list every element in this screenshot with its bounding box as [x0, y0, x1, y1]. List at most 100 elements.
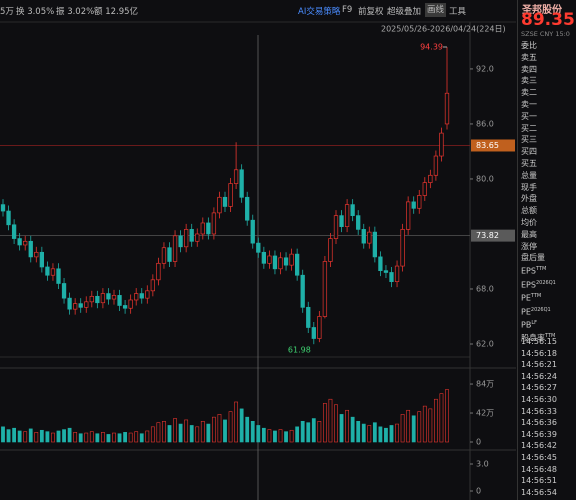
menu-item[interactable]: 前复权 — [358, 7, 384, 17]
candle-body — [333, 215, 339, 239]
quote-row-label: 卖二 — [521, 88, 537, 98]
volume-bar — [311, 418, 316, 443]
volume-bar — [134, 431, 139, 443]
candle-body — [84, 301, 89, 308]
candle-body — [295, 253, 300, 276]
quote-row-label: 股息率TTM — [521, 331, 556, 344]
date-range: 2025/05/26-2026/04/24(224日) — [381, 25, 506, 34]
volume-tick-label: 42万 — [476, 409, 494, 418]
volume-tick-label: 84万 — [476, 380, 494, 389]
tick-time: 14:56:15 — [521, 337, 557, 346]
volume-bar — [317, 420, 322, 443]
tick-time: 14:56:18 — [521, 348, 557, 358]
volume-bar — [395, 423, 399, 443]
volume-bar — [350, 416, 355, 443]
quote-row-label: 卖五 — [521, 52, 537, 62]
tick-times: 14:56:15 14:56:18 14:56:21 14:56:24 14:56:27… — [521, 336, 557, 498]
volume-bar — [128, 432, 133, 443]
quote-row-label: 委比 — [521, 41, 537, 50]
candle-body — [406, 201, 411, 230]
volume-bar — [411, 415, 416, 443]
candle-body — [72, 303, 78, 310]
menu-item[interactable]: AI交易策略 — [298, 7, 341, 17]
candle-body — [367, 231, 372, 244]
volume-bar — [328, 398, 333, 443]
candle-body — [134, 293, 139, 301]
candle-body — [167, 247, 172, 262]
row-label-sup: 2026Q1 — [530, 306, 551, 313]
volume-bar — [256, 425, 261, 443]
volume-bar — [6, 429, 11, 443]
quote-row-label: 买三 — [521, 135, 537, 145]
candle-body — [261, 251, 266, 264]
volume-bar — [367, 425, 372, 443]
quote-row-label: EPS2026Q1 — [521, 278, 556, 291]
quote-row-label: 买五 — [521, 158, 537, 168]
volume-bar — [23, 431, 28, 443]
candle-body — [156, 262, 161, 281]
candle-body — [283, 257, 289, 266]
menu-item[interactable]: F9 — [342, 5, 353, 15]
quote-row-label: PE2026Q1 — [521, 305, 556, 318]
candle-body — [378, 256, 383, 271]
volume-bar — [212, 416, 216, 443]
candle-body — [278, 257, 283, 270]
volume-bar — [162, 420, 166, 443]
volume-bar — [361, 423, 366, 443]
candle-body — [178, 235, 183, 248]
volume-bar — [167, 425, 172, 443]
volume-bar — [189, 425, 194, 443]
quote-row-label: 买四 — [521, 147, 537, 157]
candle-body — [11, 224, 17, 239]
volume-bar — [273, 430, 277, 443]
menu-item[interactable]: 工具 — [449, 7, 467, 17]
quote-row-label: 总量 — [521, 170, 537, 180]
quote-row-label: 涨停 — [521, 241, 537, 251]
volume-bar — [45, 431, 50, 443]
menu-item[interactable]: 画线 — [425, 3, 447, 17]
quote-row-label: 现手 — [521, 182, 537, 192]
volume-bar — [12, 427, 17, 443]
quote-row-label: 卖四 — [521, 64, 537, 74]
candle-body — [128, 299, 133, 309]
stock-price: 89.35 — [521, 10, 575, 30]
volume-bar — [345, 409, 350, 443]
tick-time: 14:56:48 — [521, 464, 557, 474]
candle-body — [256, 242, 261, 253]
volume-bar — [234, 401, 239, 443]
candle-body — [206, 222, 211, 235]
quote-row-label: PETTM — [521, 291, 556, 304]
candle-body — [239, 169, 244, 198]
volume-bar — [334, 404, 338, 443]
amplitude: 振 3.02% — [56, 7, 95, 17]
volume-bar — [389, 425, 394, 443]
candle-body — [411, 201, 416, 209]
menu-item[interactable]: 超级叠加 — [387, 7, 422, 17]
volume-bar — [239, 408, 244, 443]
candle-body — [0, 204, 6, 212]
volume-bar — [51, 432, 55, 443]
candle-body — [383, 270, 389, 273]
volume-bar — [89, 431, 94, 443]
tick-time: 14:56:42 — [521, 441, 557, 451]
volume-bar — [101, 432, 105, 443]
candle-body — [172, 235, 178, 262]
volume-bar — [17, 430, 22, 443]
quote-panel: 圣邦股份 89.35 SZSE CNY 15:0 委比 卖五 卖四 卖三 卖二 卖一 买一买… — [517, 0, 576, 500]
quote-row-label: 卖三 — [521, 76, 537, 86]
row-label: EPS — [521, 266, 536, 276]
volume-bar — [228, 411, 233, 443]
row-label: PE — [521, 293, 531, 303]
volume-bar — [34, 432, 39, 443]
tick-time: 14:56:39 — [521, 429, 557, 439]
quote-row-label: 卖一 — [521, 99, 537, 109]
candle-body — [145, 290, 150, 299]
volume-bar — [428, 408, 433, 443]
candle-body — [289, 253, 294, 266]
candle-body — [328, 238, 333, 262]
candle-body — [61, 283, 67, 299]
quote-row-label: 买二 — [521, 123, 537, 133]
candle-body — [34, 251, 39, 258]
reference-label-box — [471, 229, 515, 242]
volume-bar — [433, 398, 438, 443]
